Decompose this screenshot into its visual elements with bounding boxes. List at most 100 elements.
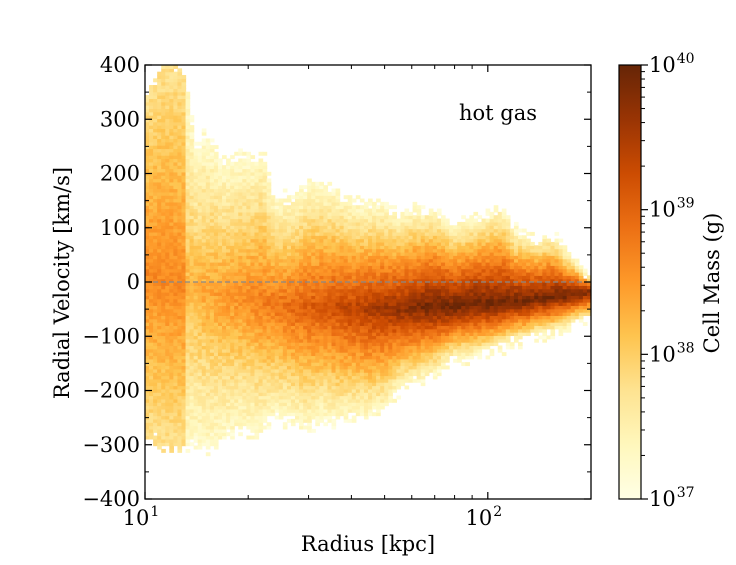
heatmap-cell	[388, 235, 393, 240]
heatmap-cell	[201, 422, 207, 427]
heatmap-cell	[254, 322, 260, 326]
heatmap-cell	[270, 265, 276, 270]
heatmap-cell	[242, 395, 247, 400]
heatmap-cell	[286, 355, 292, 360]
heatmap-cell	[213, 335, 219, 340]
heatmap-cell	[177, 302, 183, 306]
heatmap-cell	[347, 298, 353, 303]
heatmap-cell	[278, 285, 284, 290]
heatmap-cell	[290, 408, 296, 413]
heatmap-cell	[331, 385, 337, 390]
heatmap-cell	[303, 375, 308, 380]
heatmap-cell	[315, 231, 320, 236]
heatmap-cell	[266, 405, 272, 410]
heatmap-cell	[246, 278, 252, 283]
heatmap-cell	[201, 362, 207, 367]
heatmap-cell	[157, 248, 162, 253]
heatmap-cell	[368, 355, 373, 360]
heatmap-cell	[363, 328, 369, 333]
heatmap-cell	[177, 218, 183, 223]
heatmap-cell	[193, 408, 199, 413]
heatmap-cell	[335, 218, 341, 223]
heatmap-cell	[185, 402, 191, 407]
heatmap-cell	[335, 258, 341, 263]
heatmap-cell	[384, 201, 389, 206]
heatmap-cell	[303, 378, 308, 383]
heatmap-cell	[250, 298, 256, 303]
heatmap-cell	[331, 241, 337, 246]
heatmap-cell	[165, 392, 170, 397]
heatmap-cell	[165, 78, 170, 83]
heatmap-cell	[230, 278, 235, 283]
heatmap-cell	[149, 195, 154, 200]
heatmap-cell	[185, 408, 191, 413]
heatmap-cell	[307, 285, 312, 290]
heatmap-cell	[274, 375, 280, 380]
heatmap-cell	[145, 412, 150, 417]
heatmap-cell	[307, 201, 312, 206]
heatmap-cell	[311, 348, 316, 353]
heatmap-cell	[384, 385, 389, 390]
heatmap-cell	[165, 161, 170, 166]
heatmap-cell	[290, 215, 296, 220]
heatmap-cell	[153, 135, 158, 140]
heatmap-cell	[266, 338, 272, 343]
heatmap-cell	[157, 105, 162, 109]
heatmap-cell	[311, 195, 316, 200]
heatmap-cell	[157, 118, 162, 123]
heatmap-cell	[368, 295, 373, 300]
heatmap-cell	[234, 228, 239, 233]
heatmap-cell	[258, 325, 264, 330]
heatmap-cell	[315, 365, 320, 370]
heatmap-cell	[161, 218, 166, 223]
heatmap-cell	[230, 368, 235, 373]
heatmap-cell	[189, 355, 195, 360]
heatmap-cell	[165, 181, 170, 186]
heatmap-cell	[363, 308, 369, 313]
heatmap-cell	[185, 155, 191, 160]
heatmap-cell	[217, 285, 223, 290]
heatmap-cell	[157, 271, 162, 276]
heatmap-cell	[339, 412, 345, 417]
heatmap-cell	[189, 322, 195, 326]
heatmap-cell	[254, 168, 260, 173]
heatmap-cell	[177, 71, 183, 76]
heatmap-cell	[347, 402, 353, 407]
heatmap-cell	[230, 315, 235, 320]
heatmap-cell	[222, 275, 227, 280]
heatmap-cell	[290, 412, 296, 417]
heatmap-cell	[331, 348, 337, 353]
heatmap-cell	[189, 392, 195, 397]
heatmap-cell	[351, 385, 357, 390]
heatmap-cell	[290, 322, 296, 326]
heatmap-cell	[230, 398, 235, 403]
heatmap-cell	[177, 355, 183, 360]
heatmap-cell	[363, 318, 369, 323]
heatmap-cell	[222, 185, 227, 190]
heatmap-cell	[319, 328, 324, 333]
heatmap-cell	[238, 185, 243, 190]
heatmap-cell	[238, 392, 243, 397]
heatmap-cell	[335, 345, 341, 350]
heatmap-cell	[351, 285, 357, 290]
heatmap-cell	[161, 185, 166, 190]
heatmap-cell	[250, 241, 256, 246]
heatmap-cell	[213, 271, 219, 276]
heatmap-cell	[181, 191, 187, 196]
heatmap-cell	[169, 395, 174, 400]
heatmap-cell	[266, 332, 272, 337]
heatmap-cell	[205, 141, 211, 146]
heatmap-cell	[339, 288, 345, 293]
heatmap-cell	[161, 208, 166, 213]
heatmap-cell	[331, 325, 337, 330]
heatmap-cell	[347, 342, 353, 347]
heatmap-cell	[205, 175, 211, 180]
heatmap-cell	[250, 412, 256, 417]
heatmap-cell	[274, 408, 280, 413]
heatmap-cell	[181, 378, 187, 383]
heatmap-cell	[177, 322, 183, 326]
heatmap-cell	[376, 218, 381, 223]
heatmap-cell	[278, 388, 284, 393]
heatmap-cell	[157, 302, 162, 306]
heatmap-cell	[222, 211, 227, 216]
